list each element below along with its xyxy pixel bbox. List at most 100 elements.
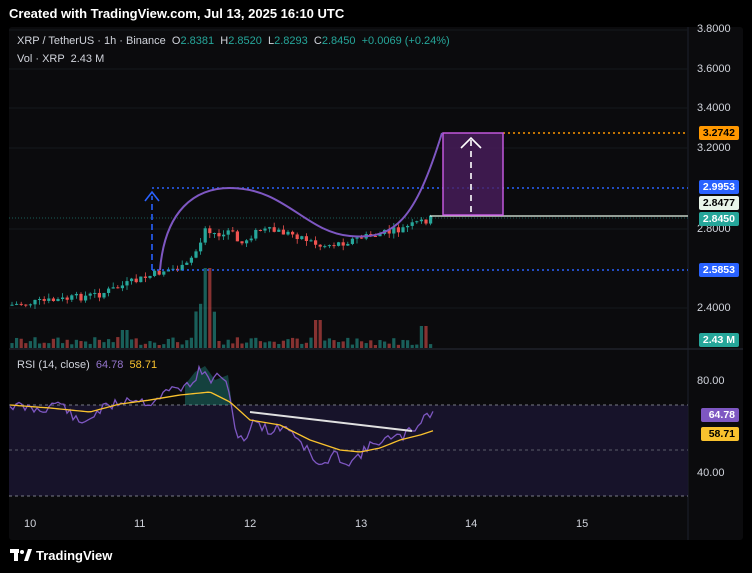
price-tick: 2.4000 — [697, 302, 731, 314]
candle-body — [350, 238, 354, 244]
volume-bar — [180, 344, 184, 348]
candle-body — [323, 246, 327, 248]
volume-bar — [240, 343, 244, 348]
candle-body — [74, 293, 78, 296]
entry-price-tag: 2.8477 — [698, 196, 739, 210]
volume-bar — [47, 343, 51, 348]
volume-bar — [130, 339, 134, 348]
candle-body — [314, 240, 318, 245]
volume-bar — [424, 326, 428, 348]
volume-bar — [171, 337, 175, 348]
rsi-ma-line — [9, 391, 434, 453]
volume-bar — [337, 341, 341, 348]
candle-body — [79, 293, 83, 301]
volume-bar — [346, 337, 350, 348]
volume-bar — [51, 338, 55, 348]
tradingview-branding: TradingView — [10, 548, 112, 563]
volume-bar — [291, 337, 295, 348]
candle-body — [139, 276, 143, 283]
volume-bar — [378, 340, 382, 348]
volume-bar — [116, 337, 120, 348]
candle-body — [84, 295, 88, 301]
candle-body — [143, 276, 147, 278]
volume-tag: 2.43 M — [698, 333, 739, 347]
volume-bar — [10, 343, 14, 348]
volume-bar — [226, 339, 230, 348]
candle-body — [327, 245, 331, 247]
cup-pattern-curve[interactable] — [159, 132, 443, 271]
time-tick: 10 — [24, 518, 37, 530]
volume-bar — [355, 338, 359, 348]
volume-bar — [19, 338, 23, 348]
volume-bar — [107, 339, 111, 348]
volume-bar — [70, 344, 74, 348]
volume-bar — [254, 337, 258, 348]
target-projection-box[interactable] — [442, 132, 504, 216]
price-tick: 3.4000 — [697, 102, 731, 114]
candle-body — [93, 292, 97, 294]
tradingview-logo-icon — [10, 549, 32, 561]
candle-body — [309, 240, 313, 242]
symbol-name[interactable]: XRP / TetherUS · 1h · Binance — [17, 35, 166, 47]
volume-bar — [410, 344, 414, 348]
volume-bar — [111, 342, 115, 348]
volume-bar — [268, 341, 272, 348]
resistance-price-tag: 2.9953 — [698, 180, 739, 194]
volume-bar — [341, 341, 345, 348]
rsi-tick: 40.00 — [697, 467, 725, 479]
volume-bar — [318, 320, 322, 348]
candle-body — [415, 221, 419, 223]
volume-bar — [300, 343, 304, 348]
candle-body — [97, 292, 101, 298]
candle-body — [70, 295, 74, 300]
volume-bar — [28, 341, 32, 348]
candle-body — [208, 228, 212, 234]
target-price-tag: 3.2742 — [698, 126, 739, 140]
low-value: 2.8293 — [274, 35, 308, 47]
volume-legend[interactable]: Vol · XRP 2.43 M — [17, 53, 104, 65]
volume-bar — [120, 330, 124, 348]
candle-body — [304, 236, 308, 241]
volume-bar — [281, 340, 285, 348]
rsi-tick: 80.00 — [697, 375, 725, 387]
change-value: +0.0069 (+0.24%) — [361, 35, 450, 47]
rsi-divergence-trendline[interactable] — [249, 411, 413, 432]
volume-bar — [42, 342, 46, 348]
candle-body — [15, 303, 19, 305]
candle-body — [258, 229, 262, 231]
support-price-tag: 2.5853 — [698, 263, 739, 277]
candle-body — [120, 285, 124, 289]
candle-body — [189, 257, 193, 263]
candle-body — [61, 297, 65, 300]
symbol-legend[interactable]: XRP / TetherUS · 1h · Binance O2.8381 H2… — [17, 35, 450, 47]
candle-body — [56, 299, 60, 302]
volume-bar — [286, 339, 290, 348]
candle-body — [51, 298, 55, 302]
price-tick: 3.2000 — [697, 142, 731, 154]
rsi-ma-value: 58.71 — [129, 359, 158, 371]
candle-body — [268, 227, 272, 229]
candle-body — [24, 304, 28, 306]
brand-name: TradingView — [36, 548, 113, 563]
candle-body — [332, 245, 336, 247]
candle-body — [318, 244, 322, 247]
rsi-ma-tag: 58.71 — [701, 427, 739, 441]
candle-body — [194, 251, 198, 258]
volume-bar — [61, 343, 65, 348]
candle-body — [300, 236, 304, 240]
candle-body — [378, 233, 382, 237]
volume-bar — [15, 337, 19, 348]
volume-bar — [185, 340, 189, 348]
candle-body — [180, 264, 184, 271]
candle-body — [272, 227, 276, 232]
open-value: 2.8381 — [180, 35, 215, 47]
rsi-legend[interactable]: RSI (14, close) 64.78 58.71 — [17, 359, 157, 371]
candle-body — [286, 231, 290, 235]
price-tick: 3.6000 — [697, 63, 731, 75]
close-key: C — [313, 35, 322, 47]
rsi-value: 64.78 — [95, 359, 124, 371]
volume-bar — [295, 338, 299, 348]
volume-bar — [153, 342, 157, 348]
volume-histogram — [10, 268, 433, 348]
